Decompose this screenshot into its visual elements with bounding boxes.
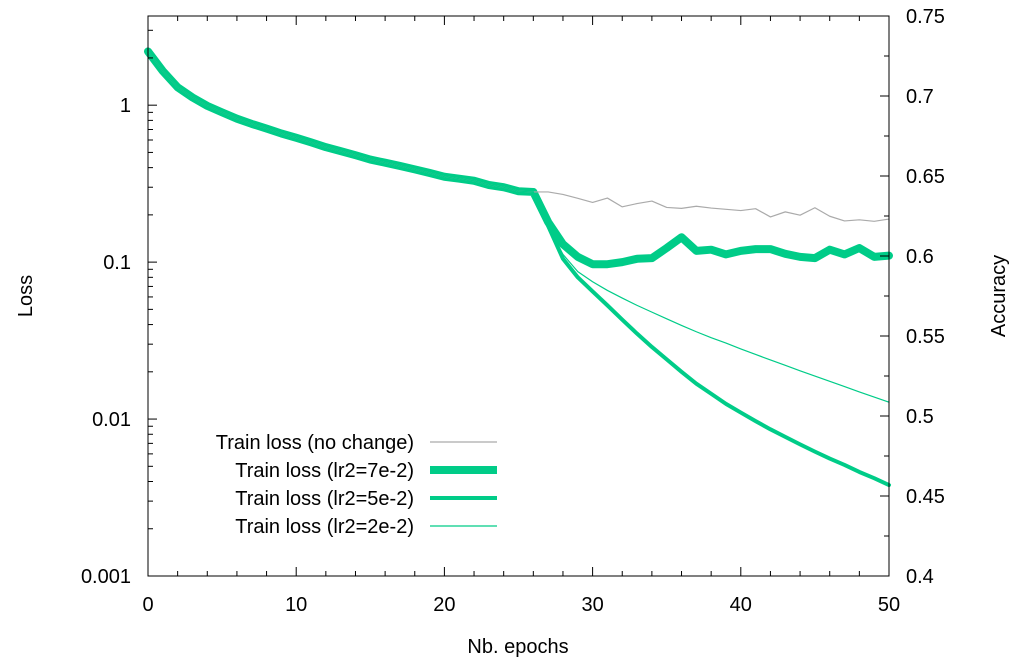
series-line-1 [147, 50, 890, 222]
y2-axis-label: Accuracy [988, 255, 1010, 337]
legend-label: Train loss (lr2=5e-2) [235, 488, 414, 510]
legend: Train loss (no change) Train loss (lr2=7e… [216, 432, 497, 538]
y2-tick-label: 0.65 [906, 166, 945, 188]
x-axis-label: Nb. epochs [467, 636, 568, 658]
y2-tick-label: 0.55 [906, 326, 945, 348]
legend-label: Train loss (lr2=7e-2) [235, 460, 414, 482]
y-tick-label: 0.1 [103, 252, 131, 274]
x-tick-label: 50 [878, 594, 900, 616]
y-axis-right: 0.4 0.45 0.5 0.55 0.6 0.65 0.7 0.75 [880, 6, 945, 588]
legend-label: Train loss (lr2=2e-2) [235, 516, 414, 538]
series-lines [144, 47, 893, 488]
y2-tick-label: 0.7 [906, 86, 934, 108]
y2-tick-label: 0.4 [906, 566, 934, 588]
series-line-2 [144, 47, 893, 269]
series-line-4 [147, 50, 890, 403]
y-axis-label: Loss [15, 275, 37, 317]
x-tick-label: 10 [285, 594, 307, 616]
y-tick-label: 0.01 [92, 409, 131, 431]
y-tick-label: 0.001 [81, 566, 131, 588]
x-tick-label: 0 [142, 594, 153, 616]
x-tick-label: 20 [433, 594, 455, 616]
y-axis-left: 1 0.1 0.01 0.001 [81, 29, 157, 588]
y2-tick-label: 0.45 [906, 486, 945, 508]
series-line-3 [146, 49, 891, 488]
x-tick-label: 30 [581, 594, 603, 616]
y2-tick-label: 0.6 [906, 246, 934, 268]
y2-tick-label: 0.5 [906, 406, 934, 428]
legend-label: Train loss (no change) [216, 432, 414, 454]
x-axis: 0 10 20 30 40 50 [142, 16, 900, 616]
y2-tick-label: 0.75 [906, 6, 945, 28]
y-tick-label: 1 [120, 95, 131, 117]
x-tick-label: 40 [730, 594, 752, 616]
